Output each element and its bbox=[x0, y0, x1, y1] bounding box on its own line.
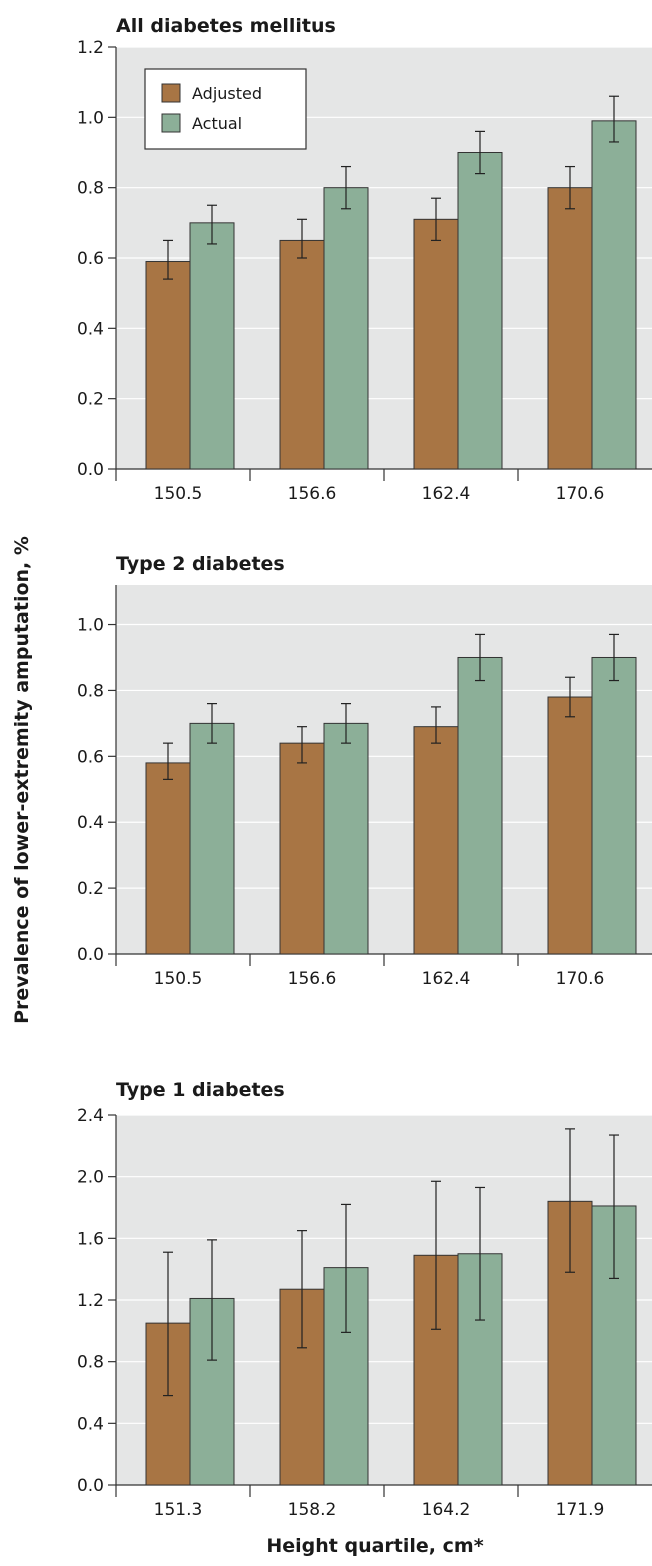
x-tick-label: 150.5 bbox=[154, 484, 203, 504]
bar-adjusted bbox=[279, 239, 325, 470]
panel-2: Type 2 diabetes 0.0 0.2 0.4 0.6 0.8 1.0 150.5 15… bbox=[77, 553, 652, 989]
y-tick-label: 0.6 bbox=[77, 249, 104, 269]
x-tick-label: 170.6 bbox=[556, 484, 605, 504]
x-tick-label: 156.6 bbox=[288, 484, 337, 504]
x-tick-label: 151.3 bbox=[154, 1500, 203, 1520]
bar-adjusted bbox=[413, 726, 459, 955]
bar-actual bbox=[189, 722, 235, 955]
bar-actual bbox=[591, 120, 637, 470]
y-tick-label: 0.2 bbox=[77, 879, 104, 899]
x-tick-label: 170.6 bbox=[556, 969, 605, 989]
x-tick-label: 158.2 bbox=[288, 1500, 337, 1520]
bar-actual bbox=[189, 222, 235, 470]
legend: Adjusted Actual bbox=[144, 68, 307, 150]
y-tick-label: 0.0 bbox=[77, 945, 104, 965]
y-tick-label: 2.4 bbox=[77, 1106, 104, 1126]
y-tick-label: 0.8 bbox=[77, 681, 104, 701]
bar-adjusted bbox=[145, 762, 191, 955]
y-tick-label: 0.2 bbox=[77, 390, 104, 410]
y-tick-label: 1.0 bbox=[77, 108, 104, 128]
y-tick-label: 0.0 bbox=[77, 460, 104, 480]
y-tick-label: 0.6 bbox=[77, 747, 104, 767]
x-tick-label: 150.5 bbox=[154, 969, 203, 989]
legend-swatch-actual bbox=[161, 113, 181, 133]
bar-adjusted bbox=[145, 261, 191, 470]
y-tick-label: 0.8 bbox=[77, 1353, 104, 1373]
panel-3: Type 1 diabetes 0.0 0.4 0.8 1.2 1.6 2.0 2.4 151.… bbox=[77, 1079, 652, 1520]
legend-swatch-adjusted bbox=[161, 83, 181, 103]
bar-adjusted bbox=[413, 218, 459, 470]
x-tick-label: 164.2 bbox=[422, 1500, 471, 1520]
x-tick-label: 156.6 bbox=[288, 969, 337, 989]
y-axis-title: Prevalence of lower-extremity amputation… bbox=[11, 536, 33, 1024]
y-tick-label: 1.2 bbox=[77, 38, 104, 58]
y-tick-label: 0.8 bbox=[77, 179, 104, 199]
bar-adjusted bbox=[547, 696, 593, 955]
bar-adjusted bbox=[279, 742, 325, 955]
y-tick-label: 1.6 bbox=[77, 1229, 104, 1249]
x-tick-label: 162.4 bbox=[422, 484, 471, 504]
bar-actual bbox=[323, 187, 369, 470]
x-tick-label: 162.4 bbox=[422, 969, 471, 989]
bar-actual bbox=[323, 722, 369, 955]
bar-actual bbox=[591, 656, 637, 955]
panel-title: All diabetes mellitus bbox=[116, 15, 336, 37]
panel-title: Type 2 diabetes bbox=[116, 553, 285, 575]
y-tick-label: 0.4 bbox=[77, 1414, 104, 1434]
panel-title: Type 1 diabetes bbox=[116, 1079, 285, 1101]
legend-label-actual: Actual bbox=[192, 114, 242, 133]
y-tick-label: 0.0 bbox=[77, 1476, 104, 1496]
legend-label-adjusted: Adjusted bbox=[192, 84, 262, 103]
y-tick-label: 2.0 bbox=[77, 1168, 104, 1188]
y-tick-label: 1.2 bbox=[77, 1291, 104, 1311]
x-axis-title: Height quartile, cm* bbox=[266, 1535, 483, 1557]
y-tick-label: 0.4 bbox=[77, 319, 104, 339]
y-tick-label: 0.4 bbox=[77, 813, 104, 833]
bar-actual bbox=[457, 152, 503, 470]
bar-adjusted bbox=[547, 187, 593, 470]
bar-actual bbox=[457, 656, 503, 955]
y-tick-label: 1.0 bbox=[77, 616, 104, 636]
panel-1: All diabetes mellitus 0.0 0.2 0.4 0.6 0.8 1.0 1… bbox=[77, 15, 652, 504]
legend-box bbox=[144, 68, 307, 150]
x-tick-label: 171.9 bbox=[556, 1500, 605, 1520]
